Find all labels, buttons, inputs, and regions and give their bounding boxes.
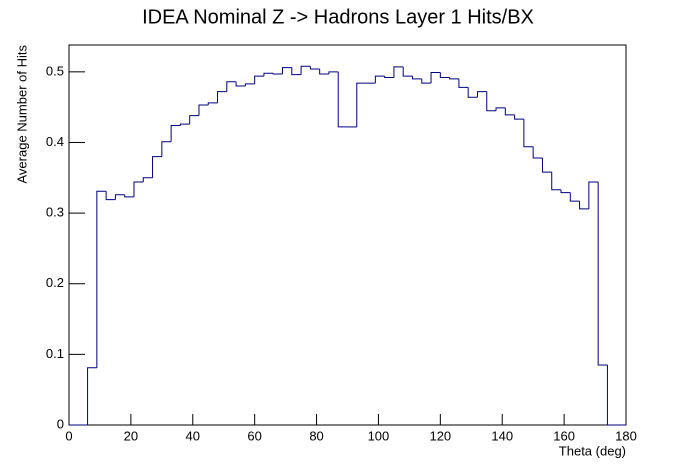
histogram-bin (402, 66, 413, 77)
x-tick-label: 140 (491, 428, 513, 443)
histogram-bin (458, 78, 469, 88)
histogram-bin (337, 71, 348, 128)
x-axis-title: Theta (deg) (559, 443, 626, 458)
histogram-bin (421, 78, 432, 84)
histogram-bin (328, 71, 339, 74)
x-tick-label: 160 (553, 428, 575, 443)
x-tick-label: 60 (247, 428, 261, 443)
histogram-bin (449, 77, 459, 80)
histogram-bin (217, 91, 227, 103)
x-tick-label: 40 (186, 428, 200, 443)
histogram-bin (272, 73, 283, 75)
histogram-bin (87, 367, 97, 425)
histogram-bin (96, 190, 107, 368)
histogram-bin (319, 69, 329, 75)
histogram-bin (532, 146, 543, 159)
histogram-bin (356, 82, 367, 127)
x-tick-label: 120 (429, 428, 451, 443)
histogram-bin (161, 141, 172, 157)
histogram-bin (235, 81, 246, 87)
y-tick-label: 0.5 (46, 63, 64, 78)
histogram-bin (504, 107, 515, 116)
histogram-bin (244, 83, 255, 86)
y-tick-label: 0 (57, 416, 64, 431)
histogram-bin (606, 364, 617, 426)
histogram-bin (430, 72, 441, 84)
histogram-bin (588, 181, 599, 209)
histogram-bin (514, 114, 524, 120)
histogram-bin (142, 177, 153, 183)
histogram-bin (198, 104, 209, 116)
histogram-bin (476, 91, 487, 98)
histogram-bin (384, 76, 394, 78)
histogram-bin (189, 115, 199, 125)
histogram-bin (207, 102, 218, 106)
x-tick-label: 0 (65, 428, 72, 443)
histogram-bin (439, 72, 450, 78)
histogram-bin (226, 81, 237, 92)
y-tick-label: 0.1 (46, 346, 64, 361)
histogram-bin (300, 65, 311, 75)
histogram-bin (411, 76, 422, 80)
histogram-bin (282, 67, 292, 74)
histogram-bin (523, 119, 534, 148)
histogram-bin (114, 194, 125, 200)
y-tick-label: 0.3 (46, 205, 64, 220)
histogram-bin (309, 66, 320, 70)
histogram-bin (597, 182, 608, 366)
histogram-bin (393, 66, 404, 78)
histogram-bin (291, 67, 302, 76)
y-tick-label: 0.2 (46, 275, 64, 290)
histogram-bin (569, 192, 580, 202)
x-tick-label: 80 (309, 428, 323, 443)
histogram-bin (133, 181, 144, 197)
histogram-bin (179, 123, 190, 126)
x-tick-label: 180 (615, 428, 637, 443)
y-axis-title: Average Number of Hits (14, 45, 29, 184)
histogram-bin (152, 156, 162, 178)
histogram-bin (170, 125, 181, 142)
histogram-bin (254, 75, 264, 84)
histogram-bin (495, 107, 506, 111)
histogram-bin (486, 91, 497, 112)
histogram-bin (579, 201, 589, 210)
x-tick-label: 20 (124, 428, 138, 443)
x-tick-label: 100 (368, 428, 390, 443)
y-tick-label: 0.4 (46, 134, 64, 149)
plot-frame (68, 44, 627, 426)
histogram-bin (105, 191, 116, 201)
histogram-bin (263, 72, 274, 77)
histogram-bin (374, 75, 385, 84)
chart-title: IDEA Nominal Z -> Hadrons Layer 1 Hits/B… (142, 6, 534, 28)
histogram-bin (560, 189, 571, 194)
histogram-bin (467, 87, 478, 98)
histogram-bin (124, 194, 134, 198)
histogram-bin (541, 158, 552, 173)
histogram-bin (551, 172, 562, 191)
